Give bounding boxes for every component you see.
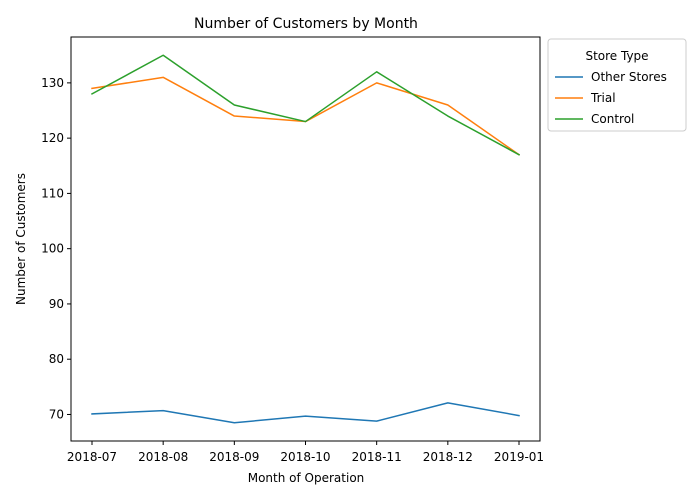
x-tick-label: 2018-11 xyxy=(352,450,402,464)
y-tick-label: 130 xyxy=(41,76,64,90)
y-tick-label: 120 xyxy=(41,131,64,145)
series-line-2 xyxy=(90,54,521,156)
x-tick-label: 2018-07 xyxy=(67,450,117,464)
y-axis: 70 80 90 100 110 120 130 xyxy=(41,76,71,421)
y-axis-label: Number of Customers xyxy=(14,173,28,305)
legend-label-0: Other Stores xyxy=(591,70,667,84)
legend: Store Type Other Stores Trial Control xyxy=(547,38,687,132)
series-line-0 xyxy=(91,402,520,424)
x-tick-label: 2018-08 xyxy=(138,450,188,464)
y-tick-label: 90 xyxy=(49,297,64,311)
chart-title: Number of Customers by Month xyxy=(194,16,418,32)
x-tick-label: 2019-01 xyxy=(494,450,544,464)
x-tick-label: 2018-12 xyxy=(423,450,473,464)
y-tick-label: 100 xyxy=(41,242,64,256)
y-tick-label: 110 xyxy=(41,186,64,200)
legend-box xyxy=(547,38,687,132)
x-axis: 2018-07 2018-08 2018-09 2018-10 2018-11 2018-… xyxy=(67,441,544,464)
y-tick-label: 70 xyxy=(49,407,64,421)
x-tick-label: 2018-10 xyxy=(280,450,330,464)
legend-label-2: Control xyxy=(591,112,634,126)
legend-label-1: Trial xyxy=(590,91,616,105)
x-tick-label: 2018-09 xyxy=(209,450,259,464)
legend-entries: Other Stores Trial Control xyxy=(555,70,667,126)
plot-area xyxy=(90,54,521,424)
x-axis-label: Month of Operation xyxy=(248,471,365,485)
legend-title: Store Type xyxy=(585,49,648,63)
y-tick-label: 80 xyxy=(49,352,64,366)
